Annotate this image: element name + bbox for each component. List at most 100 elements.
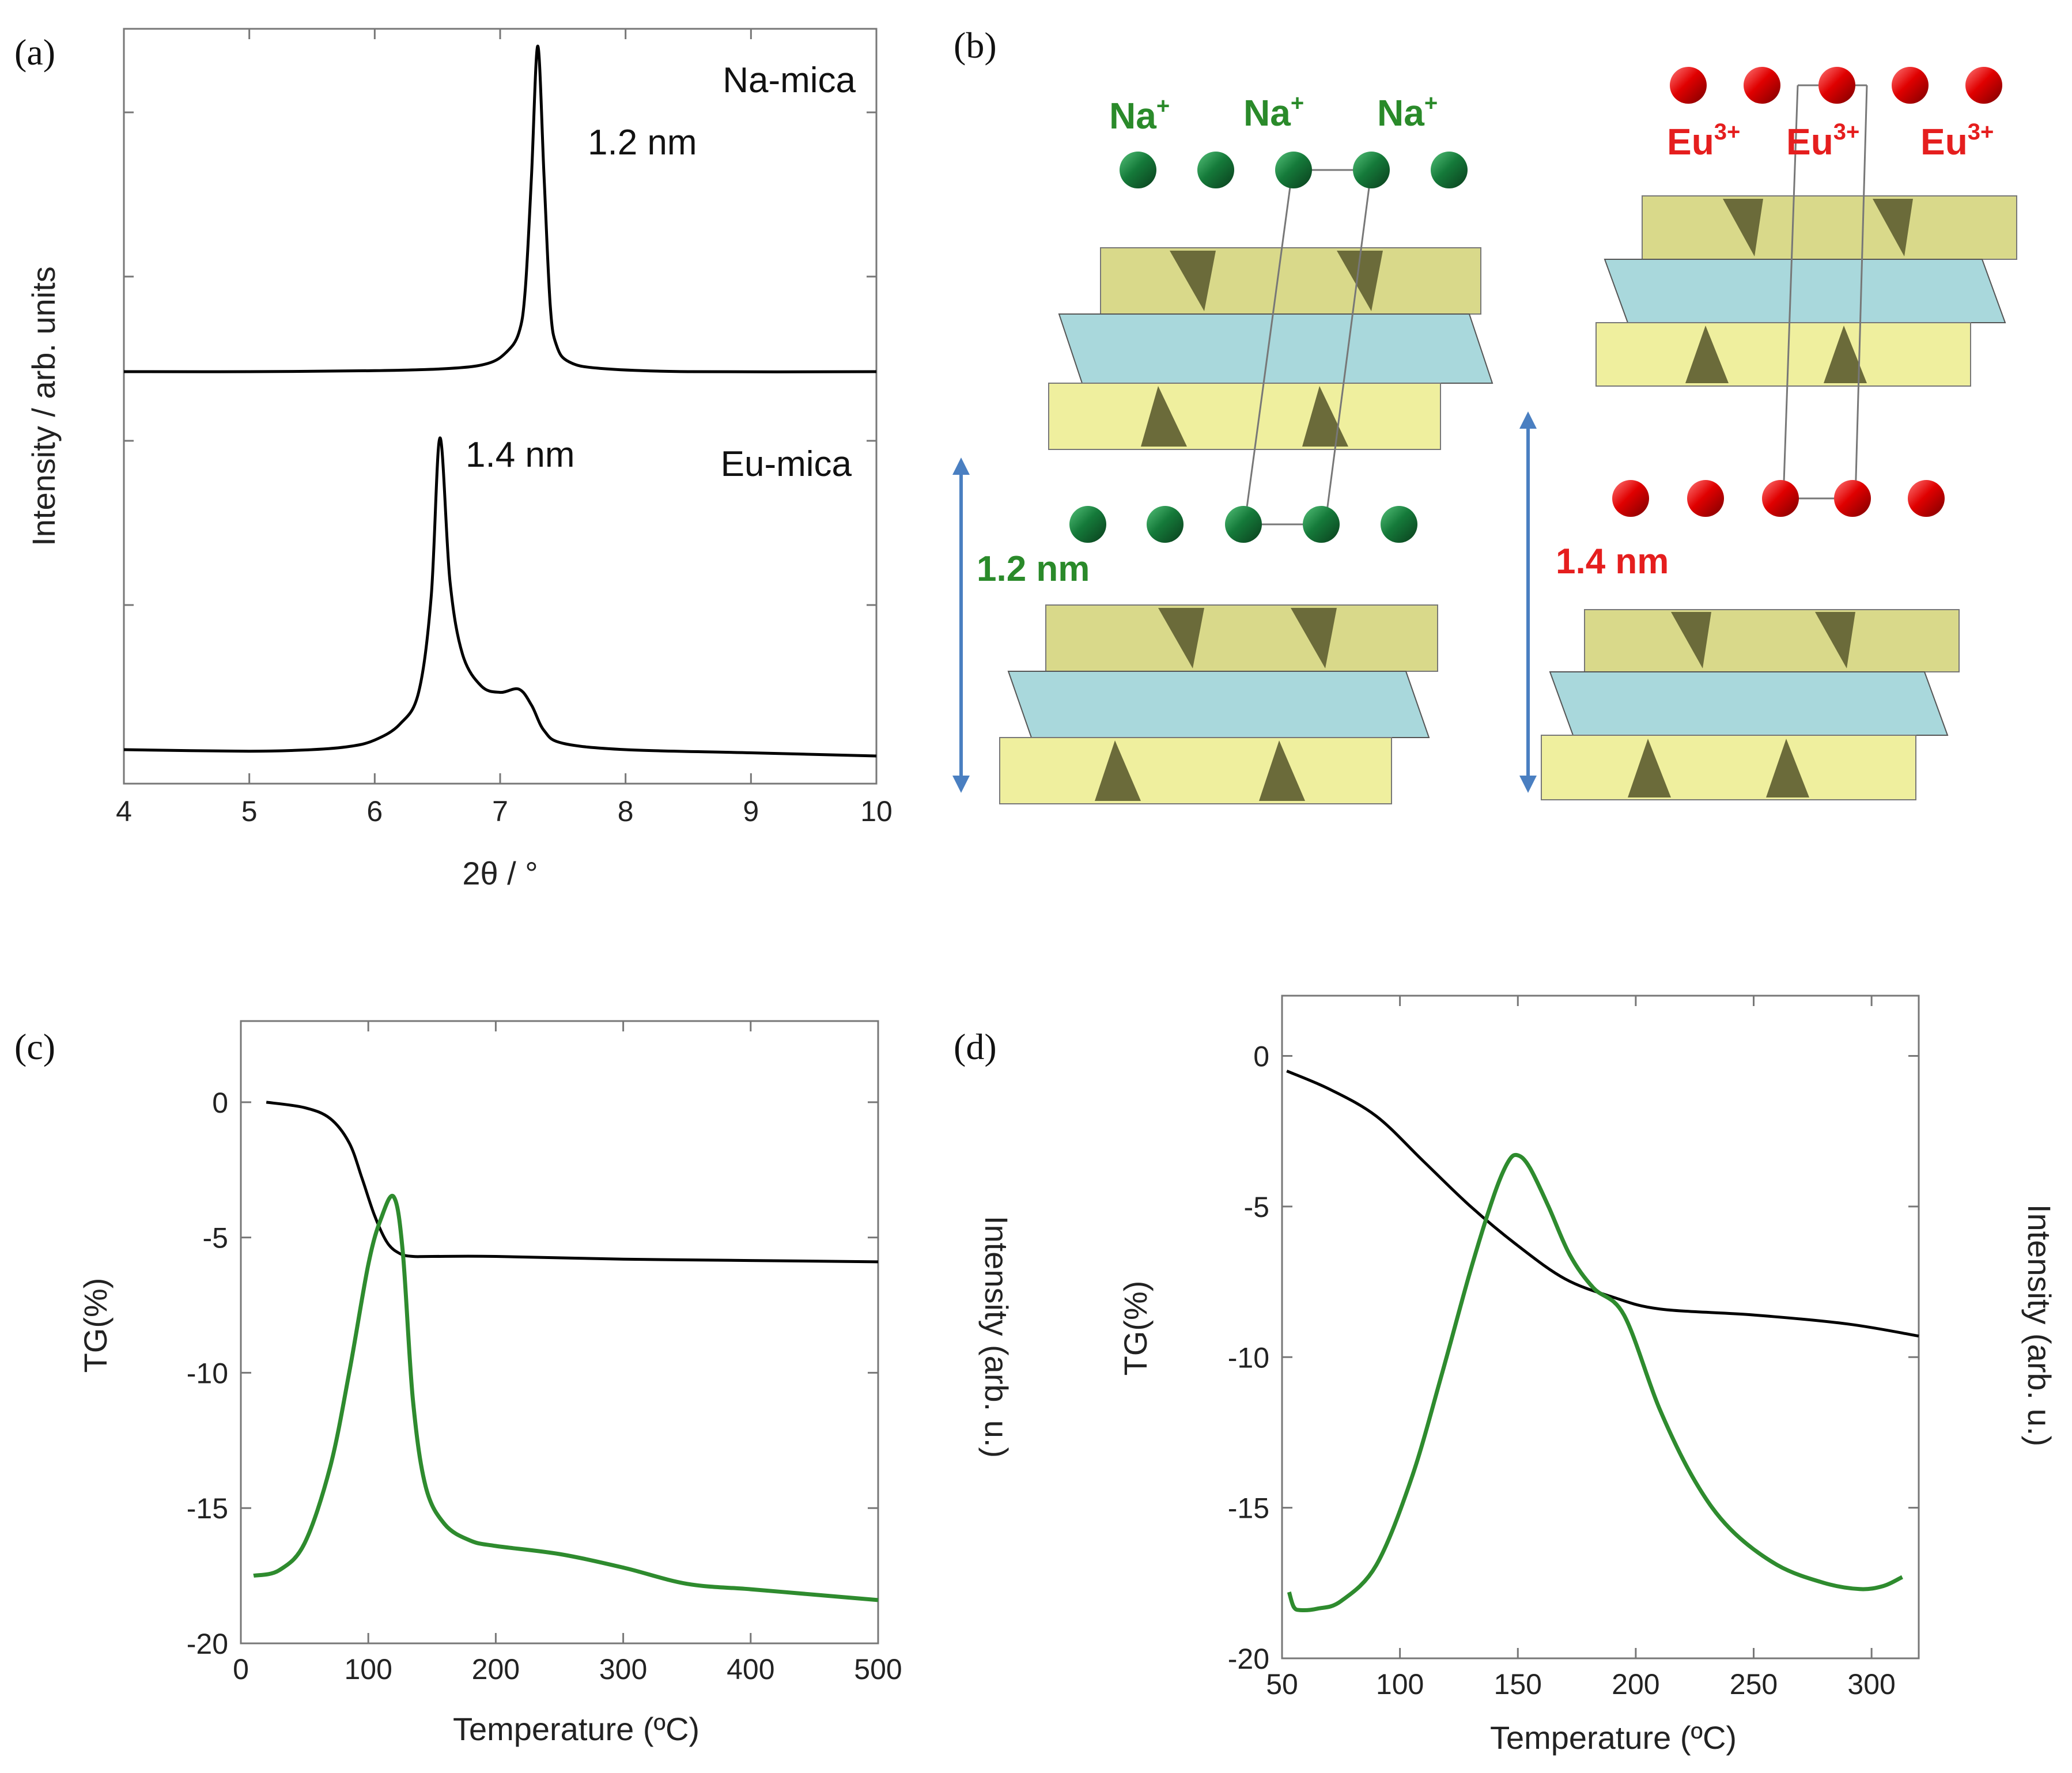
x-tick-label-a: 5 xyxy=(241,795,258,827)
na-ion xyxy=(1225,506,1262,543)
series-tg-line-d xyxy=(1286,1069,1919,1338)
y-tick-label-d: -15 xyxy=(1228,1492,1269,1525)
na-ion xyxy=(1069,506,1106,543)
x-tick-label-a: 4 xyxy=(116,795,132,827)
x-tick-label-d: 250 xyxy=(1730,1668,1778,1700)
na-ions xyxy=(1069,152,1468,543)
spacing-label-eu: 1.4 nm xyxy=(1556,542,1669,581)
eu-ions xyxy=(1612,67,2002,517)
y2-axis-label-c: Intensity (arb. u.) xyxy=(978,1216,1015,1458)
eu-ion-labels: Eu3+ Eu3+ Eu3+ xyxy=(1667,119,1994,162)
x-tick-label-c: 100 xyxy=(344,1653,392,1685)
y-ticks-a xyxy=(124,111,876,606)
na-ion xyxy=(1353,152,1390,188)
y-tick-label-c: 0 xyxy=(212,1087,228,1119)
x-tick-label-c: 300 xyxy=(599,1653,647,1685)
ion-label-eu: Eu3+ xyxy=(1920,119,1994,162)
x-axis-label-c: Temperature (ºC) xyxy=(453,1711,700,1747)
na-ion xyxy=(1197,152,1234,188)
panel-label-c: (c) xyxy=(14,1026,55,1067)
series-label-na-mica: Na-mica xyxy=(723,61,856,100)
y-axis-d: 0 -5 -10 -15 -20 xyxy=(1228,1041,1919,1675)
series-label-eu-mica: Eu-mica xyxy=(721,444,852,484)
eu-ion xyxy=(1744,67,1780,104)
peak-label-eu: 1.4 nm xyxy=(466,435,575,475)
eu-ion xyxy=(1908,480,1945,517)
eu-ion xyxy=(1834,480,1871,517)
ion-label-eu: Eu3+ xyxy=(1786,119,1859,162)
silicate-layer-na-top xyxy=(1048,247,1493,450)
x-tick-label-d: 150 xyxy=(1494,1668,1542,1700)
x-axis-a: 4 5 6 7 8 9 10 xyxy=(116,29,893,827)
x-tick-label-d: 300 xyxy=(1847,1668,1895,1700)
x-tick-label-a: 10 xyxy=(860,795,893,827)
na-ion xyxy=(1275,152,1312,188)
na-ion xyxy=(1381,506,1417,543)
x-tick-label-a: 8 xyxy=(618,795,634,827)
na-ion xyxy=(1147,506,1184,543)
y-tick-label-d: 0 xyxy=(1253,1041,1269,1073)
y-tick-label-d: -20 xyxy=(1228,1643,1269,1675)
eu-ion xyxy=(1687,480,1724,517)
panel-d: (d) 50 100 150 200 250 300 0 -5 -10 -15 -20 Tempe… xyxy=(954,995,2058,1756)
series-na-mica-line xyxy=(123,44,877,373)
ion-label-na: Na+ xyxy=(1109,93,1170,137)
x-tick-label-c: 200 xyxy=(472,1653,520,1685)
eu-ion xyxy=(1892,67,1929,104)
plot-frame-d xyxy=(1281,995,1920,1659)
panel-a: (a) 4 5 6 7 8 9 10 2θ / ° Intensity / arb. uni… xyxy=(14,28,893,891)
eu-ion xyxy=(1762,480,1799,517)
y-axis-label-c: TG(%) xyxy=(77,1278,114,1373)
panel-label-a: (a) xyxy=(14,32,55,73)
na-ion xyxy=(1303,506,1340,543)
y-tick-label-d: -10 xyxy=(1228,1341,1269,1374)
eu-ion xyxy=(1965,67,2002,104)
na-ion xyxy=(1120,152,1156,188)
panel-label-b: (b) xyxy=(954,25,997,66)
y2-axis-label-d: Intensity (arb. u.) xyxy=(2021,1204,2058,1446)
x-tick-label-a: 7 xyxy=(492,795,508,827)
plot-frame-a xyxy=(123,28,878,785)
x-axis-label-d: Temperature (ºC) xyxy=(1490,1719,1737,1756)
silicate-layer-na-bottom xyxy=(999,604,1438,804)
eu-ion xyxy=(1818,67,1855,104)
na-ion-labels: Na+ Na+ Na+ xyxy=(1109,90,1438,137)
x-axis-label-a: 2θ / ° xyxy=(462,855,538,891)
y-axis-c: 0 -5 -10 -15 -20 xyxy=(187,1087,878,1660)
ion-label-eu: Eu3+ xyxy=(1667,119,1740,162)
silicate-layer-eu-bottom xyxy=(1541,609,1960,800)
panel-label-d: (d) xyxy=(954,1026,997,1067)
silicate-layer-eu-top xyxy=(1595,195,2017,387)
eu-ion xyxy=(1612,480,1649,517)
x-tick-label-d: 100 xyxy=(1376,1668,1424,1700)
peak-label-na: 1.2 nm xyxy=(588,123,697,162)
y-tick-label-c: -5 xyxy=(203,1222,228,1254)
panel-c: (c) 0 100 200 300 400 500 0 -5 -10 -15 -20 Temper… xyxy=(14,1020,1015,1747)
x-tick-label-c: 500 xyxy=(854,1653,902,1685)
x-axis-c: 0 100 200 300 400 500 xyxy=(233,1021,902,1685)
ion-label-na: Na+ xyxy=(1243,90,1304,134)
x-tick-label-c: 0 xyxy=(233,1653,249,1685)
x-tick-label-d: 50 xyxy=(1266,1668,1298,1700)
series-eu-mica-line xyxy=(123,436,877,758)
y-axis-label-d: TG(%) xyxy=(1117,1281,1154,1376)
na-ion xyxy=(1431,152,1468,188)
eu-ion xyxy=(1670,67,1707,104)
x-tick-label-d: 200 xyxy=(1612,1668,1659,1700)
spacing-label-na: 1.2 nm xyxy=(977,549,1090,589)
panel-b: (b) xyxy=(952,25,2017,804)
plot-frame-c xyxy=(240,1020,879,1645)
x-tick-label-c: 400 xyxy=(727,1653,774,1685)
y-tick-label-c: -10 xyxy=(187,1357,228,1389)
x-tick-label-a: 6 xyxy=(366,795,383,827)
y-tick-label-c: -15 xyxy=(187,1492,228,1525)
x-axis-d: 50 100 150 200 250 300 xyxy=(1266,996,1896,1700)
y-tick-label-c: -20 xyxy=(187,1628,228,1660)
y-axis-label-a: Intensity / arb. units xyxy=(25,266,62,546)
series-ms-line-c xyxy=(253,1193,879,1602)
x-tick-label-a: 9 xyxy=(743,795,759,827)
ion-label-na: Na+ xyxy=(1377,90,1438,134)
y-tick-label-d: -5 xyxy=(1244,1191,1269,1223)
series-ms-line-d xyxy=(1287,1152,1903,1613)
